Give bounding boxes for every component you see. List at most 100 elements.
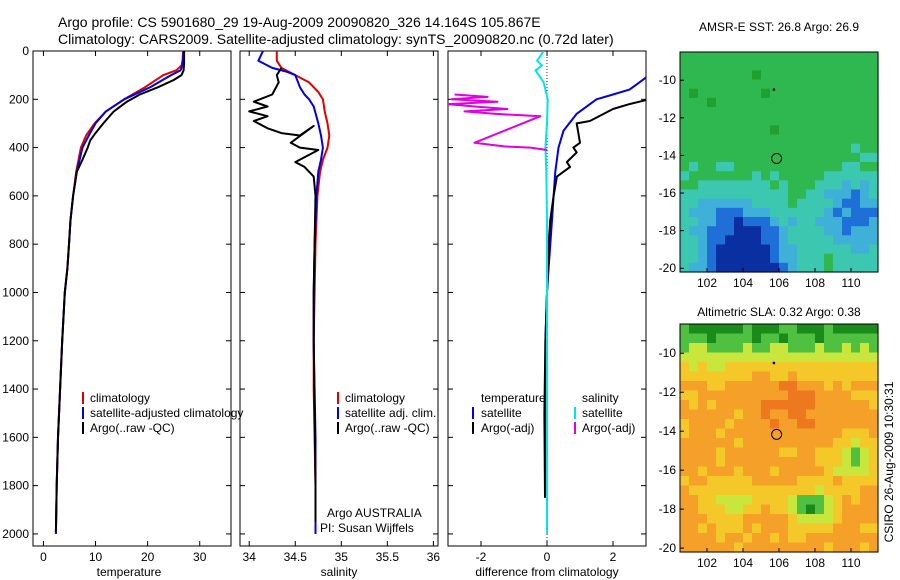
heatmap-cell [842, 125, 852, 136]
heatmap-cell [869, 419, 879, 430]
heatmap-cell [725, 390, 735, 401]
heatmap-cell [797, 495, 807, 506]
heatmap-cell [689, 198, 699, 209]
heatmap-cell [842, 198, 852, 209]
heatmap-cell [788, 235, 798, 246]
y-tick-label: -10 [659, 73, 677, 87]
heatmap-cell [779, 61, 789, 71]
heatmap-cell [725, 244, 735, 255]
heatmap-cell [689, 244, 699, 255]
heatmap-cell [752, 371, 762, 382]
heatmap-cell [779, 457, 789, 468]
heatmap-cell [707, 400, 717, 411]
heatmap-cell [824, 171, 834, 181]
heatmap-cell [860, 116, 870, 126]
x-tick-label: 34.5 [284, 550, 308, 564]
heatmap-cell [743, 514, 753, 525]
heatmap-cell [860, 253, 870, 264]
heatmap-cell [770, 504, 780, 515]
heatmap-cell [716, 61, 726, 71]
heatmap-cell [815, 180, 825, 191]
heatmap-sst: 102 104 106 108 110 -10 -12 -14 -16 -18 -20 [659, 51, 879, 290]
heatmap-cell [716, 514, 726, 525]
heatmap-cell [851, 152, 861, 163]
heatmap-cell [752, 262, 762, 273]
heatmap-cell [734, 504, 744, 515]
heatmap-cell [851, 235, 861, 246]
heatmap-cell [716, 495, 726, 506]
heatmap-cell [734, 400, 744, 411]
heatmap-cell [716, 447, 726, 458]
heatmap-cell [869, 235, 879, 246]
heatmap-cell [716, 198, 726, 209]
heatmap-cell [707, 381, 717, 392]
heatmap-cell [833, 438, 843, 449]
heatmap-cell [734, 542, 744, 553]
heatmap-cell [842, 466, 852, 477]
heatmap-cell [779, 390, 789, 401]
legend-label: Argo(..raw -QC) [345, 421, 430, 435]
heatmap-cell [689, 134, 699, 145]
heatmap-cell [680, 235, 690, 246]
y-tick-label: -16 [659, 186, 677, 200]
heatmap-cell [860, 381, 870, 392]
heatmap-cell [797, 189, 807, 200]
heatmap-cell [716, 476, 726, 487]
heatmap-cell [734, 226, 744, 236]
heatmap-cell [707, 61, 717, 71]
heatmap-cell [788, 79, 798, 90]
heatmap-cell [761, 400, 771, 411]
heatmap-cell [806, 514, 816, 525]
heatmap-cell [752, 419, 762, 430]
y-tick-label: 800 [9, 237, 29, 251]
heatmap-cell [752, 244, 762, 255]
heatmap-cell [851, 107, 861, 117]
series-argo-adj-temperature [543, 99, 646, 498]
heatmap-cell [842, 381, 852, 392]
heatmap-cell [788, 198, 798, 209]
heatmap-cell [770, 152, 780, 163]
heatmap-cell [779, 262, 789, 273]
island-marker [772, 88, 776, 91]
heatmap-cell [734, 107, 744, 117]
heatmap-cell [689, 324, 699, 335]
heatmap-cell [689, 97, 699, 108]
heatmap-cell [689, 235, 699, 246]
heatmap-cell [779, 485, 789, 496]
heatmap-cell [689, 362, 699, 373]
heatmap-cell [716, 134, 726, 145]
heatmap-cell [707, 88, 717, 99]
heatmap-cell [689, 390, 699, 401]
heatmap-cell [851, 343, 861, 354]
heatmap-cell [680, 362, 690, 373]
heatmap-cell [716, 107, 726, 117]
heatmap-cell [716, 466, 726, 477]
heatmap-cell [734, 125, 744, 136]
heatmap-cell [806, 253, 816, 264]
heatmap-cell [680, 253, 690, 264]
heatmap-cell [752, 152, 762, 163]
heatmap-cell [698, 381, 708, 392]
heatmap-cell [752, 61, 762, 71]
heatmap-cell [716, 207, 726, 218]
y-tick-label: -20 [659, 261, 677, 275]
heatmap-cell [869, 88, 879, 99]
heatmap-cell [689, 514, 699, 525]
heatmap-cell [824, 116, 834, 126]
heatmap-cell [797, 253, 807, 264]
heatmap-cell [815, 381, 825, 392]
x-tick-label: 110 [841, 276, 860, 290]
heatmap-cell [779, 152, 789, 163]
heatmap-cell [797, 438, 807, 449]
heatmap-cell [806, 152, 816, 163]
heatmap-cell [806, 244, 816, 255]
heatmap-cell [869, 400, 879, 411]
heatmap-cell [851, 324, 861, 335]
y-tick-label: 1000 [2, 285, 29, 299]
heatmap-cell [869, 125, 879, 136]
heatmap-cell [761, 343, 771, 354]
heatmap-cell [860, 495, 870, 506]
heatmap-cell [680, 495, 690, 506]
heatmap-cell [725, 207, 735, 218]
heatmap-cell [734, 438, 744, 449]
